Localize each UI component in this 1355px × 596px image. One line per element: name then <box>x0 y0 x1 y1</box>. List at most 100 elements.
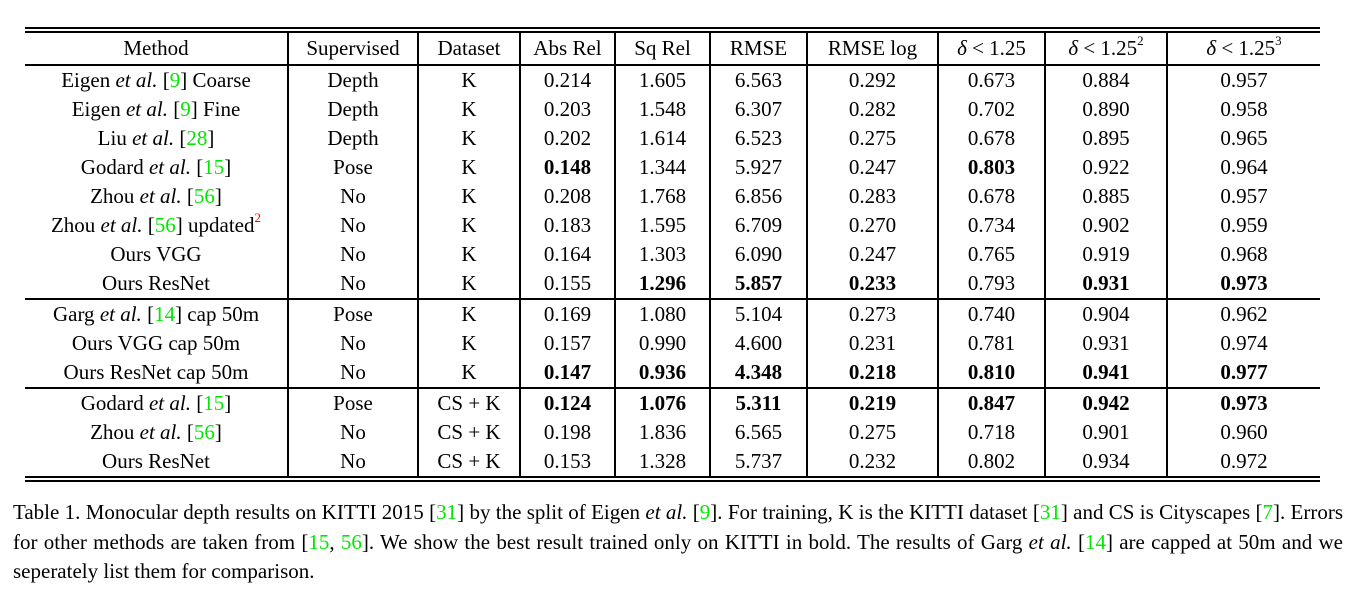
table-row: Zhou et al. [56] updated2 No K 0.183 1.595 6.… <box>25 211 1320 240</box>
table-row: Ours ResNet No CS + K 0.153 1.328 5.737 0.232 0… <box>25 447 1320 476</box>
column-header: Sq Rel <box>614 33 710 66</box>
metric-cell: 1.076 <box>614 387 710 418</box>
method-cell: Zhou et al. [56] <box>25 418 288 447</box>
text-segment: Abs Rel <box>533 36 602 60</box>
text-segment: δ <box>1206 36 1217 60</box>
metric-cell: 0.718 <box>937 418 1045 447</box>
citation-link[interactable]: 31 <box>436 500 458 524</box>
text-segment: ] <box>224 155 232 179</box>
citation-link[interactable]: 31 <box>1039 500 1061 524</box>
metric-cell: 0.169 <box>519 298 615 329</box>
column-header: δ < 1.25 <box>937 33 1045 66</box>
dataset-cell: CS + K <box>417 387 520 418</box>
metric-cell: 0.973 <box>1166 387 1320 418</box>
text-segment: Ours VGG cap 50m <box>71 331 241 355</box>
metric-cell: 0.147 <box>519 358 615 388</box>
metric-cell: 0.931 <box>1044 329 1167 358</box>
text-segment: ] <box>214 420 222 444</box>
citation-link[interactable]: 9 <box>169 68 181 92</box>
citation-link[interactable]: 56 <box>340 529 362 554</box>
supervised-cell: No <box>287 240 418 269</box>
text-segment: Zhou <box>50 213 101 237</box>
citation-link[interactable]: 7 <box>1262 500 1273 524</box>
supervised-cell: Pose <box>287 298 418 329</box>
column-header: δ < 1.253 <box>1166 33 1320 66</box>
supervised-cell: No <box>287 447 418 476</box>
citation-link[interactable]: 15 <box>308 529 330 554</box>
text-segment: [ <box>1071 529 1085 554</box>
section-kitti: Eigen et al. [9] Coarse Depth K 0.214 1.605 6… <box>25 65 1320 299</box>
table-row: Godard et al. [15] Pose CS + K 0.124 1.076 5.… <box>25 387 1320 418</box>
dataset-cell: K <box>417 65 520 95</box>
citation-link[interactable]: 28 <box>186 126 208 150</box>
table-row: Zhou et al. [56] No CS + K 0.198 1.836 6.565 0… <box>25 418 1320 447</box>
metric-cell: 0.275 <box>806 124 938 153</box>
text-segment: Liu <box>97 126 133 150</box>
metric-cell: 0.973 <box>1166 269 1320 299</box>
metric-cell: 0.847 <box>937 387 1045 418</box>
text-segment: Godard <box>80 391 149 415</box>
metric-cell: 0.904 <box>1044 298 1167 329</box>
metric-cell: 0.233 <box>806 269 938 299</box>
table-bottom-rule <box>25 476 1320 482</box>
text-segment: ] <box>214 184 222 208</box>
citation-link[interactable]: 56 <box>154 213 176 237</box>
metric-cell: 0.974 <box>1166 329 1320 358</box>
metric-cell: 0.232 <box>806 447 938 476</box>
table-header: Method Supervised Dataset Abs Rel Sq Rel RMSE… <box>25 33 1320 66</box>
text-segment: et al. <box>132 126 175 150</box>
metric-cell: 0.702 <box>937 95 1045 124</box>
supervised-cell: No <box>287 211 418 240</box>
dataset-cell: K <box>417 358 520 388</box>
table-row: Ours ResNet cap 50m No K 0.147 0.936 4.348 0.2… <box>25 358 1320 388</box>
citation-link[interactable]: 15 <box>203 391 225 415</box>
text-segment: [ <box>157 68 170 92</box>
metric-cell: 0.198 <box>519 418 615 447</box>
table-row: Eigen et al. [9] Fine Depth K 0.203 1.548 6.3… <box>25 95 1320 124</box>
citation-link[interactable]: 56 <box>193 184 215 208</box>
citation-link[interactable]: 14 <box>154 302 176 326</box>
dataset-cell: K <box>417 182 520 211</box>
method-cell: Ours ResNet <box>25 269 288 299</box>
metric-cell: 0.957 <box>1166 65 1320 95</box>
dataset-cell: K <box>417 269 520 299</box>
metric-cell: 0.734 <box>937 211 1045 240</box>
metric-cell: 0.781 <box>937 329 1045 358</box>
method-cell: Ours ResNet <box>25 447 288 476</box>
metric-cell: 4.348 <box>709 358 807 388</box>
metric-cell: 0.959 <box>1166 211 1320 240</box>
table-row: Ours VGG cap 50m No K 0.157 0.990 4.600 0.231 0… <box>25 329 1320 358</box>
citation-link[interactable]: 9 <box>699 500 711 524</box>
text-segment: ] cap 50m <box>175 302 260 326</box>
metric-cell: 1.768 <box>614 182 710 211</box>
column-header: Abs Rel <box>519 33 615 66</box>
column-header: RMSE <box>709 33 807 66</box>
metric-cell: 0.765 <box>937 240 1045 269</box>
column-header: RMSE log <box>806 33 938 66</box>
text-segment: Sq Rel <box>634 36 691 60</box>
metric-cell: 0.885 <box>1044 182 1167 211</box>
metric-cell: 0.124 <box>519 387 615 418</box>
citation-link[interactable]: 56 <box>193 420 215 444</box>
dataset-cell: K <box>417 153 520 182</box>
table-row: Godard et al. [15] Pose K 0.148 1.344 5.927 0.… <box>25 153 1320 182</box>
metric-cell: 0.203 <box>519 95 615 124</box>
citation-link[interactable]: 14 <box>1084 529 1106 554</box>
text-segment: Eigen <box>71 97 126 121</box>
table-top-rule <box>25 27 1320 33</box>
citation-link[interactable]: 9 <box>180 97 191 121</box>
method-cell: Ours VGG <box>25 240 288 269</box>
supervised-cell: Depth <box>287 65 418 95</box>
method-cell: Godard et al. [15] <box>25 387 288 418</box>
metric-cell: 0.282 <box>806 95 938 124</box>
text-segment: et al. <box>1028 529 1072 554</box>
metric-cell: 0.965 <box>1166 124 1320 153</box>
metric-cell: 0.964 <box>1166 153 1320 182</box>
metric-cell: 1.605 <box>614 65 710 95</box>
metric-cell: 0.793 <box>937 269 1045 299</box>
metric-cell: 0.155 <box>519 269 615 299</box>
metric-cell: 4.600 <box>709 329 807 358</box>
citation-link[interactable]: 15 <box>203 155 225 179</box>
metric-cell: 6.090 <box>709 240 807 269</box>
metric-cell: 1.836 <box>614 418 710 447</box>
